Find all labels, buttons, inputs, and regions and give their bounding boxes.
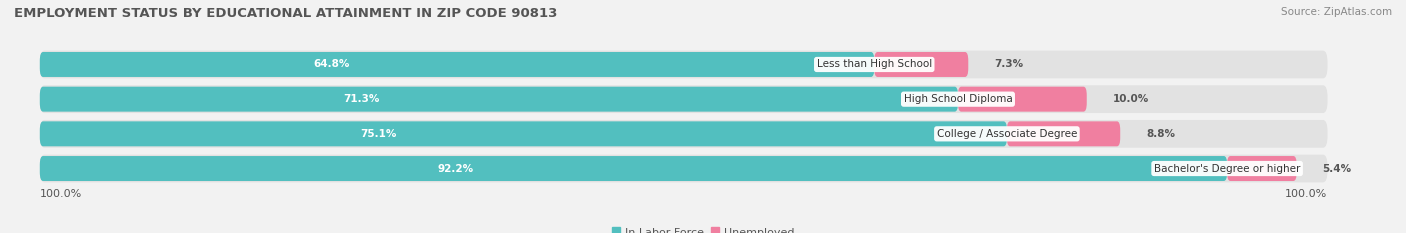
Text: High School Diploma: High School Diploma [904, 94, 1012, 104]
FancyBboxPatch shape [39, 87, 957, 112]
Text: 71.3%: 71.3% [343, 94, 380, 104]
Text: EMPLOYMENT STATUS BY EDUCATIONAL ATTAINMENT IN ZIP CODE 90813: EMPLOYMENT STATUS BY EDUCATIONAL ATTAINM… [14, 7, 557, 20]
Text: Bachelor's Degree or higher: Bachelor's Degree or higher [1154, 164, 1301, 174]
Text: 92.2%: 92.2% [437, 164, 474, 174]
FancyBboxPatch shape [39, 52, 875, 77]
FancyBboxPatch shape [39, 121, 1007, 146]
Text: 10.0%: 10.0% [1112, 94, 1149, 104]
Text: 75.1%: 75.1% [360, 129, 396, 139]
FancyBboxPatch shape [1227, 156, 1296, 181]
Text: 7.3%: 7.3% [994, 59, 1024, 69]
Text: 64.8%: 64.8% [314, 59, 350, 69]
Text: Less than High School: Less than High School [817, 59, 932, 69]
FancyBboxPatch shape [39, 155, 1327, 182]
FancyBboxPatch shape [39, 156, 1227, 181]
FancyBboxPatch shape [39, 85, 1327, 113]
Text: 100.0%: 100.0% [39, 189, 82, 199]
Text: College / Associate Degree: College / Associate Degree [936, 129, 1077, 139]
FancyBboxPatch shape [957, 87, 1087, 112]
Text: Source: ZipAtlas.com: Source: ZipAtlas.com [1281, 7, 1392, 17]
FancyBboxPatch shape [39, 120, 1327, 148]
FancyBboxPatch shape [1007, 121, 1121, 146]
Text: 100.0%: 100.0% [1285, 189, 1327, 199]
Text: 8.8%: 8.8% [1146, 129, 1175, 139]
Text: 5.4%: 5.4% [1323, 164, 1351, 174]
Legend: In Labor Force, Unemployed: In Labor Force, Unemployed [607, 223, 799, 233]
FancyBboxPatch shape [39, 51, 1327, 78]
FancyBboxPatch shape [875, 52, 969, 77]
